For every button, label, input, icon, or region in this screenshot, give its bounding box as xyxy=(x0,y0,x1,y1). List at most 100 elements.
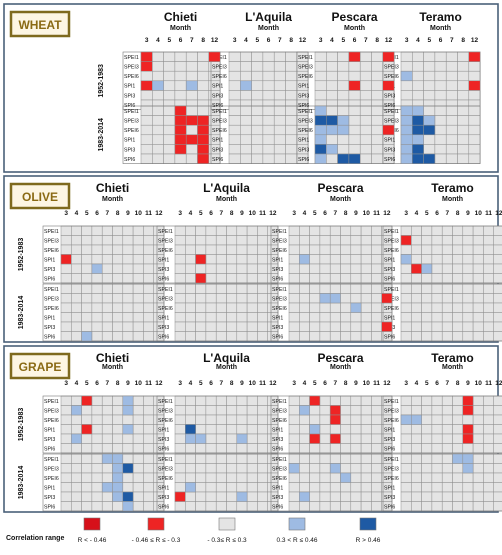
olive-chieti-1983-2014-cell-r0-c5 xyxy=(112,283,124,294)
grape-l-aquila-1952-1983-cell-r1-c0 xyxy=(174,405,186,416)
wheat-chieti-1983-2014-cell-r4-c0 xyxy=(140,144,153,155)
grape-pescara-1952-1983-cell-r0-c6 xyxy=(350,395,362,406)
wheat-teramo-1952-1983-index-spi3: SPI3 xyxy=(384,93,395,99)
olive-pescara-1952-1983-cell-r0-c3 xyxy=(319,225,331,236)
olive-chieti-1952-1983-grid-outline xyxy=(42,225,165,284)
grape-teramo-1952-1983-cell-r1-c7 xyxy=(472,405,484,416)
olive-pescara-1983-2014-cell-r0-c3 xyxy=(319,283,331,294)
grape-l-aquila-1983-2014-cell-r1-c2 xyxy=(195,463,207,474)
wheat-pescara-1983-2014-cell-r5-c4 xyxy=(359,153,372,164)
wheat-chieti-1952-1983-cell-r4-c1 xyxy=(152,90,164,101)
grape-pescara-1952-1983-cell-r3-c5 xyxy=(340,424,352,435)
wheat-l-aquila-1952-1983-cell-r0-c0 xyxy=(228,51,241,62)
wheat-l-aquila-1952-1983-cell-r2-c4 xyxy=(273,70,286,82)
grape-chieti-month-12: 12 xyxy=(155,380,163,387)
olive-pescara-1952-1983-index-spei3: SPEI3 xyxy=(272,238,287,244)
grape-chieti-1983-2014-cell-r4-c2 xyxy=(81,491,93,502)
olive-teramo-1952-1983-cell-r0-c1 xyxy=(411,225,422,236)
olive-chieti-1952-1983-cell-r3-c3 xyxy=(91,254,103,265)
olive-pescara-1983-2014-index-spei6: SPEI6 xyxy=(272,306,287,312)
grape-pescara-1983-2014-index-spi3: SPI3 xyxy=(272,495,283,501)
wheat-l-aquila-1983-2014-cell-r1-c1 xyxy=(240,115,252,126)
olive-l-aquila-1952-1983-cell-r2-c0 xyxy=(174,244,186,255)
olive-teramo-1983-2014-cell-r3-c3 xyxy=(431,312,443,323)
wheat-teramo-1983-2014-cell-r5-c4 xyxy=(445,153,458,164)
olive-pescara-1952-1983-cell-r5-c4 xyxy=(329,273,341,284)
olive-l-aquila-1952-1983-cell-r5-c8 xyxy=(257,273,268,284)
wheat-pescara-month-7: 7 xyxy=(364,37,368,44)
grape-pescara-1983-2014-cell-r0-c1 xyxy=(299,453,310,464)
olive-l-aquila-1952-1983-cell-r3-c3 xyxy=(205,254,217,265)
wheat-l-aquila-1952-1983-index-spi1: SPI1 xyxy=(212,84,223,90)
grape-pescara-1983-2014-cell-r2-c8 xyxy=(371,472,382,483)
grape-pescara-1952-1983-cell-r0-c7 xyxy=(360,395,372,406)
grape-teramo-1983-2014-cell-r3-c0 xyxy=(400,482,412,493)
wheat-chieti-1983-2014-index-spei6: SPEI6 xyxy=(124,128,139,134)
grape-chieti-1983-2014-index-spi6: SPI6 xyxy=(44,504,55,510)
olive-teramo-1983-2014-cell-r0-c1 xyxy=(411,283,422,294)
olive-chieti-1952-1983-cell-r3-c8 xyxy=(143,254,154,265)
grape-chieti-1952-1983-cell-r1-c4 xyxy=(101,405,113,416)
olive-teramo-month-3: 3 xyxy=(404,210,408,217)
olive-pescara-1952-1983-cell-r0-c8 xyxy=(371,225,382,236)
wheat-l-aquila-month-axis-label: Month xyxy=(258,25,279,32)
grape-pescara-title: Pescara xyxy=(317,351,363,365)
grape-chieti-1952-1983-cell-r2-c7 xyxy=(132,414,144,425)
grape-chieti-1952-1983-cell-r5-c1 xyxy=(71,443,82,454)
olive-pescara-1952-1983-cell-r5-c0 xyxy=(288,273,300,284)
olive-l-aquila-1952-1983-index-spei3: SPEI3 xyxy=(158,238,173,244)
olive-pescara-month-4: 4 xyxy=(303,210,307,217)
olive-teramo-1983-2014-cell-r5-c6 xyxy=(462,331,474,342)
wheat-l-aquila-1983-2014-cell-r0-c0 xyxy=(228,105,241,116)
grape-teramo-1983-2014-cell-r0-c7 xyxy=(472,453,484,464)
wheat-pescara-1983-2014-cell-r0-c1 xyxy=(326,105,338,116)
olive-teramo-month-11: 11 xyxy=(485,210,492,217)
olive-teramo-1952-1983-cell-r3-c2 xyxy=(421,254,433,265)
grape-teramo-1952-1983-cell-r3-c3 xyxy=(431,424,443,435)
olive-pescara-1983-2014-cell-r5-c6 xyxy=(350,331,362,342)
olive-teramo-1983-2014-cell-r1-c7 xyxy=(472,293,484,304)
olive-pescara-1952-1983-cell-r5-c8 xyxy=(371,273,382,284)
grape-teramo-1983-2014-cell-r3-c5 xyxy=(452,482,464,493)
wheat-teramo-month-7: 7 xyxy=(450,37,454,44)
olive-pescara-1983-2014-cell-r5-c7 xyxy=(360,331,372,342)
grape-l-aquila-1952-1983-sig-cell-r4-c6 xyxy=(236,433,248,444)
grape-l-aquila-1983-2014-cell-r0-c6 xyxy=(236,453,248,464)
grape-teramo-1952-1983-index-spei3: SPEI3 xyxy=(384,408,399,414)
olive-l-aquila-1952-1983-cell-r4-c7 xyxy=(246,263,258,274)
grape-pescara-1952-1983-cell-r2-c8 xyxy=(371,414,382,425)
grape-chieti-1983-2014-cell-r3-c3 xyxy=(91,482,103,493)
wheat-pescara-1952-1983-cell-r0-c4 xyxy=(359,51,372,62)
grape-chieti-1952-1983-cell-r0-c5 xyxy=(112,395,124,406)
grape-teramo-1983-2014-index-spi3: SPI3 xyxy=(384,495,395,501)
grape-chieti-1952-1983-cell-r3-c3 xyxy=(91,424,103,435)
wheat-l-aquila-1952-1983-cell-r4-c0 xyxy=(228,90,241,101)
wheat-l-aquila-1952-1983-cell-r1-c3 xyxy=(262,61,275,72)
wheat-pescara-1983-2014-sig-cell-r2-c0 xyxy=(314,124,327,136)
olive-teramo-1952-1983-cell-r2-c0 xyxy=(400,244,412,255)
olive-pescara-1952-1983-index-spi6: SPI6 xyxy=(272,276,283,282)
olive-chieti-1983-2014-cell-r1-c0 xyxy=(60,293,72,304)
wheat-l-aquila-1983-2014-cell-r2-c5 xyxy=(285,124,298,136)
grape-pescara-1983-2014-cell-r0-c3 xyxy=(319,453,331,464)
olive-pescara-1983-2014-cell-r4-c2 xyxy=(309,321,321,332)
wheat-l-aquila-1983-2014-cell-r5-c4 xyxy=(273,153,286,164)
grape-teramo-month-7: 7 xyxy=(446,380,450,387)
grape-pescara-1952-1983-cell-r2-c7 xyxy=(360,414,372,425)
legend-swatch-strong_neg xyxy=(83,517,101,531)
wheat-chieti-1983-2014-cell-r1-c1 xyxy=(152,115,164,126)
olive-teramo-1952-1983-cell-r3-c1 xyxy=(411,254,422,265)
grape-teramo-1952-1983-cell-r2-c3 xyxy=(431,414,443,425)
wheat-l-aquila-1952-1983-sig-cell-r3-c1 xyxy=(240,80,252,91)
grape-pescara-1952-1983-cell-r1-c8 xyxy=(371,405,382,416)
olive-label-box xyxy=(9,182,71,210)
wheat-teramo-1952-1983-cell-r3-c0 xyxy=(400,80,413,91)
olive-teramo-month-8: 8 xyxy=(456,210,460,217)
grape-chieti-1983-2014-sig-cell-r2-c5 xyxy=(112,472,124,483)
olive-chieti-1983-2014-cell-r5-c8 xyxy=(143,331,154,342)
grape-teramo-1952-1983-cell-r3-c2 xyxy=(421,424,433,435)
olive-chieti-month-5: 5 xyxy=(85,210,89,217)
olive-l-aquila-1952-1983-cell-r0-c4 xyxy=(215,225,227,236)
grape-l-aquila-1983-2014-cell-r1-c4 xyxy=(215,463,227,474)
